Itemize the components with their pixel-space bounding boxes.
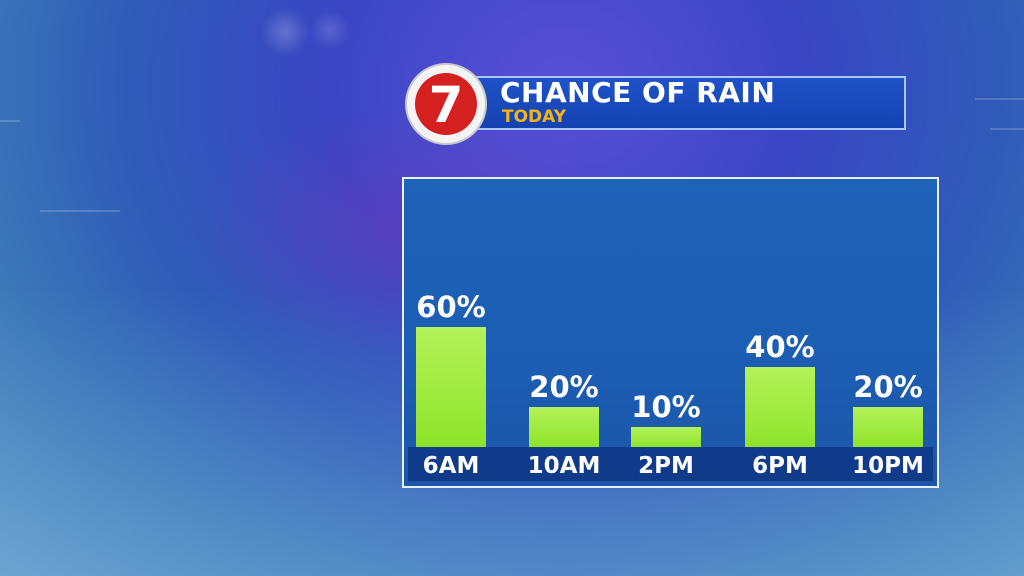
bar-6am [416,327,486,447]
data-label: 10% [631,390,700,424]
bar-2pm [631,427,701,447]
category-axis-band [408,447,933,481]
bar-10pm [853,407,923,447]
data-label: 20% [529,370,598,404]
chart-title: CHANCE OF RAIN [500,76,776,109]
chart-panel: 60% 6AM 20% 10AM 10% 2PM 40% 6PM 20% 10PM [402,177,939,488]
chart-subtitle: TODAY [502,107,566,127]
data-label: 60% [416,290,485,324]
bar-10am [529,407,599,447]
chart-header: 7 CHANCE OF RAIN TODAY [404,62,906,146]
hud-line [40,210,120,212]
hud-line [990,128,1024,130]
svg-text:7: 7 [429,76,464,134]
hud-line [0,120,20,122]
category-label: 6PM [752,453,808,479]
data-label: 40% [745,330,814,364]
bar-6pm [745,367,815,447]
hud-line [975,98,1024,100]
channel-7-logo-icon: 7 [405,63,487,145]
header-bar [456,76,906,130]
category-label: 2PM [638,453,694,479]
data-label: 20% [853,370,922,404]
category-label: 6AM [423,453,480,479]
bar-chart: 60% 6AM 20% 10AM 10% 2PM 40% 6PM 20% 10PM [408,290,933,481]
category-label: 10PM [852,453,924,479]
category-label: 10AM [528,453,601,479]
